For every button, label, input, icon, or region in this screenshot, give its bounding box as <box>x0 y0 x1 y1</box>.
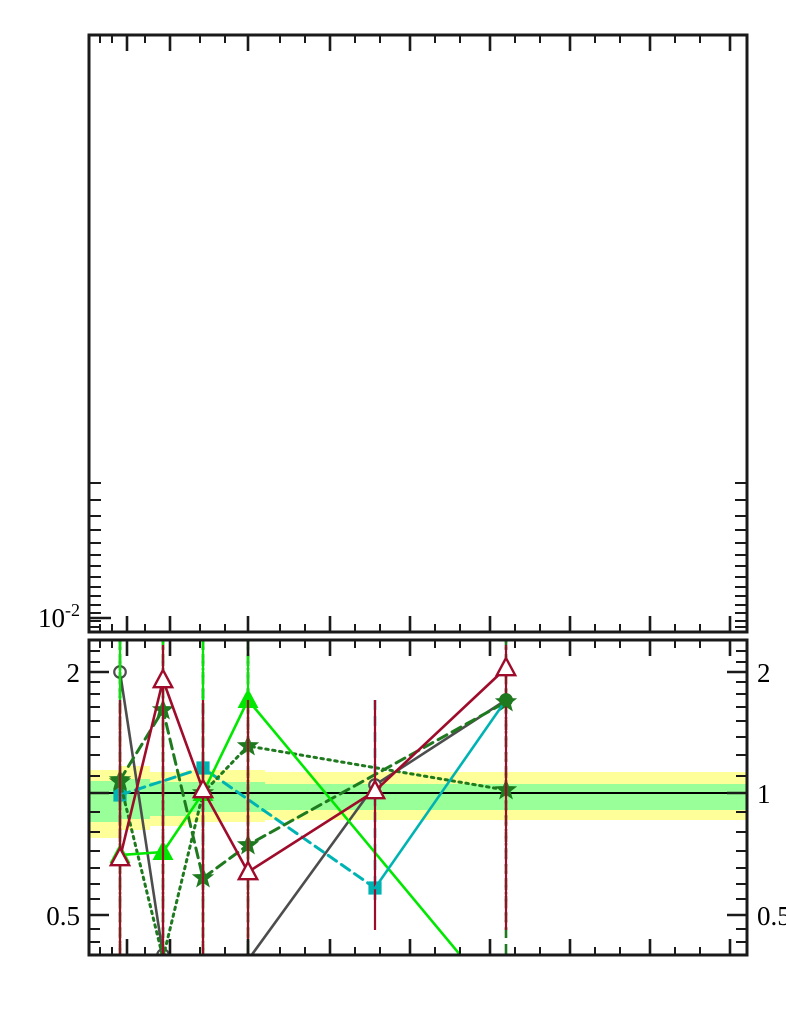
y-tick-label-right: 2 <box>757 658 771 688</box>
markers-dark-green-stars-dotted <box>108 734 518 955</box>
upper-y-log-minor-ticks <box>89 482 747 628</box>
marker-open-triangle <box>236 859 260 881</box>
lower-y-major-ticks <box>89 670 747 917</box>
marker-filled-triangle <box>497 1000 515 1017</box>
upper-panel-frame <box>87 33 749 634</box>
panel-frame <box>87 33 749 634</box>
marker-open-triangle <box>151 667 175 689</box>
marker-open-triangle <box>363 778 387 800</box>
lower-panel-frame <box>87 638 749 957</box>
series-teal-solid-connector <box>373 698 508 890</box>
y-tick-label-right: 1 <box>757 779 771 809</box>
lower-x-major-ticks <box>125 640 732 955</box>
y-tick-label-upper: 10-2 <box>38 600 80 633</box>
error-bars-dark-red-triangles <box>118 645 508 955</box>
lower-right-y-tick-labels: 210.5 <box>757 658 786 931</box>
upper-x-major-ticks <box>125 35 732 632</box>
lower-x-minor-ticks <box>99 640 701 955</box>
series-line <box>373 698 508 890</box>
marker-filled-circle <box>499 693 513 707</box>
series-line <box>118 670 508 955</box>
label-exponent: -2 <box>65 600 80 620</box>
series-dark-red-triangles <box>108 645 518 955</box>
label-text: 2 <box>67 658 81 688</box>
upper-y-tick-labels: 10-2 <box>38 600 80 633</box>
y-tick-label-right: 0.5 <box>757 901 786 931</box>
label-text: 10 <box>38 603 65 633</box>
label-text: 0.5 <box>757 901 786 931</box>
markers-dark-green-circle-endpoint <box>499 693 513 707</box>
label-text: 1 <box>757 779 771 809</box>
label-text: 0.5 <box>46 901 80 931</box>
markers-dark-red-triangles <box>108 655 518 881</box>
marker-open-triangle <box>494 655 518 677</box>
series-bright-green-triangles <box>109 640 515 1017</box>
lower-y-minor-ticks <box>89 650 747 943</box>
marker-open-triangle <box>191 777 215 799</box>
lower-left-y-tick-labels: 20.5 <box>46 658 80 931</box>
y-tick-label-left: 2 <box>67 658 81 688</box>
label-text: 2 <box>757 658 771 688</box>
y-tick-label-left: 0.5 <box>46 901 80 931</box>
series-line <box>118 698 462 955</box>
series-line <box>118 666 508 874</box>
upper-x-minor-ticks <box>99 35 701 632</box>
panel-frame <box>87 638 749 957</box>
marker-open-triangle <box>108 845 132 867</box>
series-dark-green-circle-endpoint <box>499 693 513 707</box>
